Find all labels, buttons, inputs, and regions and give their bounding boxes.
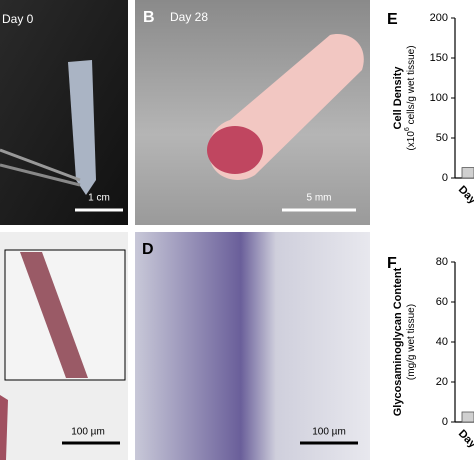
lumen bbox=[207, 126, 263, 174]
bar bbox=[461, 411, 474, 423]
day-label: Day 0 bbox=[2, 12, 34, 26]
y-axis-title: Cell Density bbox=[392, 66, 404, 130]
y-axis-units-part: (x10 bbox=[406, 131, 417, 151]
scale-label: 1 cm bbox=[88, 193, 110, 204]
bar bbox=[461, 167, 474, 179]
y-tick-label: 150 bbox=[430, 52, 448, 64]
y-tick-label: 20 bbox=[436, 376, 448, 388]
y-axis-units: (mg/g wet tissue) bbox=[406, 304, 417, 380]
scale-label: 100 µm bbox=[71, 427, 105, 438]
y-tick-label: 40 bbox=[436, 336, 448, 348]
y-tick-label: 0 bbox=[442, 416, 448, 428]
y-tick-label: 200 bbox=[430, 12, 448, 24]
day-label: Day 28 bbox=[170, 10, 208, 24]
y-tick-label: 0 bbox=[442, 172, 448, 184]
y-tick-label: 100 bbox=[430, 92, 448, 104]
panel-b: B Day 28 5 mm bbox=[135, 0, 370, 225]
panel-letter: F bbox=[387, 255, 397, 272]
y-axis-units-part: 6 bbox=[404, 127, 411, 131]
y-axis-title: Glycosaminoglycan Content bbox=[392, 267, 404, 416]
y-axis-units-part: cells/g wet tissue) bbox=[406, 45, 417, 127]
panel-a: Day 0 1 cm bbox=[0, 0, 128, 225]
panel-d: D 100 µm bbox=[135, 232, 370, 460]
panel-c: 100 µm bbox=[0, 232, 128, 460]
panel-letter: E bbox=[387, 11, 398, 28]
y-tick-label: 80 bbox=[436, 256, 448, 268]
tissue bbox=[20, 252, 88, 378]
x-tick-label: Day bbox=[456, 184, 474, 207]
y-axis-units-part: (mg/g wet tissue) bbox=[406, 304, 417, 380]
y-tick-label: 50 bbox=[436, 132, 448, 144]
panel-letter: D bbox=[142, 241, 154, 258]
x-tick-label: Day bbox=[456, 428, 474, 451]
tissue bbox=[0, 395, 8, 460]
scale-label: 100 µm bbox=[312, 427, 346, 438]
photo bbox=[135, 232, 370, 460]
sample bbox=[68, 60, 96, 195]
scale-label: 5 mm bbox=[307, 193, 332, 204]
y-tick-label: 60 bbox=[436, 296, 448, 308]
forceps bbox=[0, 148, 81, 182]
y-axis-units: (x106 cells/g wet tissue) bbox=[404, 45, 416, 150]
forceps bbox=[0, 163, 81, 187]
photo bbox=[0, 0, 128, 225]
panel-letter: B bbox=[143, 9, 155, 26]
